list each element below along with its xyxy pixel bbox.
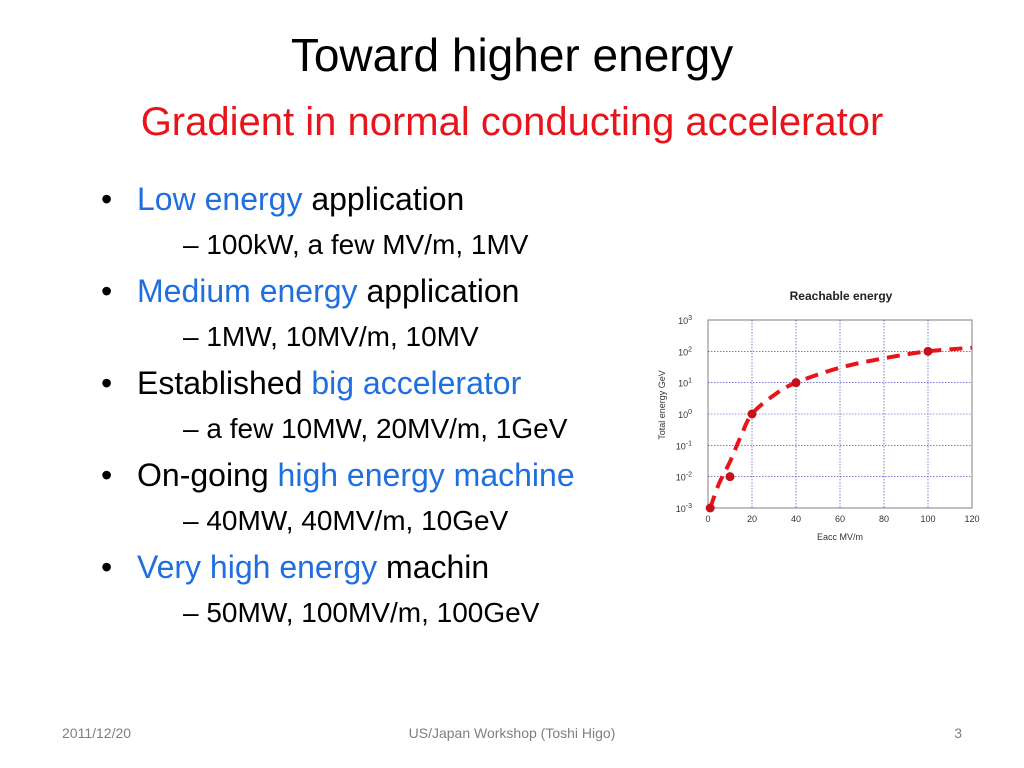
bullet-highlight: Low energy — [137, 181, 303, 217]
bullet-on-going: On-going high energy machine — [95, 452, 635, 498]
y-tick-labels: 103 102 101 100 10-1 10-2 10-3 — [676, 315, 692, 514]
y-axis-label: Total energy GeV — [657, 370, 667, 440]
chart-points-layer — [705, 346, 933, 513]
bullet-text: application — [357, 273, 520, 309]
footer-date: 2011/12/20 — [62, 725, 132, 741]
y-tick-label: 10-3 — [676, 503, 692, 514]
sub-bullet-low-energy: – 100kW, a few MV/m, 1MV — [95, 222, 635, 268]
sub-bullet-on-going: – 40MW, 40MV/m, 10GeV — [95, 498, 635, 544]
x-tick-label: 80 — [879, 514, 889, 524]
x-tick-label: 120 — [964, 514, 979, 524]
sub-bullet-text: 100kW, a few MV/m, 1MV — [206, 229, 529, 260]
chart-trend-layer — [708, 345, 973, 509]
footer-title: US/Japan Workshop (Toshi Higo) — [408, 725, 616, 741]
y-tick-label: 10-2 — [676, 472, 692, 483]
dash-marker: – — [183, 229, 199, 260]
x-tick-label: 40 — [791, 514, 801, 524]
sub-bullet-very-high-energy: – 50MW, 100MV/m, 100GeV — [95, 590, 635, 636]
bullet-very-high-energy: Very high energy machin — [95, 544, 635, 590]
x-tick-label: 100 — [920, 514, 935, 524]
bullet-prefix: On-going — [137, 457, 278, 493]
slide-subtitle: Gradient in normal conducting accelerato… — [140, 100, 884, 144]
bullet-text: application — [302, 181, 465, 217]
x-tick-labels: 0 20 40 60 80 100 120 — [705, 514, 979, 524]
sub-bullet-established: – a few 10MW, 20MV/m, 1GeV — [95, 406, 635, 452]
bullet-established: Established big accelerator — [95, 360, 635, 406]
dash-marker: – — [183, 413, 199, 444]
x-tick-label: 0 — [705, 514, 710, 524]
dash-marker: – — [183, 597, 199, 628]
trend-line — [708, 345, 973, 509]
dash-marker: – — [183, 321, 199, 352]
x-axis-label: Eacc MV/m — [817, 532, 863, 542]
bullet-prefix: Established — [137, 365, 312, 401]
x-tick-label: 20 — [747, 514, 757, 524]
chart-background — [650, 282, 990, 552]
reachable-energy-chart: Reachable energy 0 20 40 60 80 100 120 1031021… — [650, 282, 990, 552]
sub-bullet-text: a few 10MW, 20MV/m, 1GeV — [206, 413, 568, 444]
slide-title: Toward higher energy — [290, 29, 734, 81]
data-point — [791, 378, 801, 388]
data-point — [725, 472, 735, 482]
sub-bullet-text: 50MW, 100MV/m, 100GeV — [206, 597, 540, 628]
sub-bullet-text: 40MW, 40MV/m, 10GeV — [206, 505, 509, 536]
data-point — [705, 503, 715, 513]
data-point — [923, 346, 933, 356]
sub-bullet-medium-energy: – 1MW, 10MV/m, 10MV — [95, 314, 635, 360]
sub-bullet-text: 1MW, 10MV/m, 10MV — [206, 321, 479, 352]
bullet-highlight: high energy machine — [277, 457, 575, 493]
y-tick-label: 101 — [678, 378, 692, 389]
data-point — [747, 409, 757, 419]
y-tick-label: 103 — [678, 315, 692, 326]
dash-marker: – — [183, 505, 199, 536]
y-tick-label: 10-1 — [676, 440, 692, 451]
y-tick-label: 100 — [678, 409, 692, 420]
bullet-highlight: big accelerator — [311, 365, 522, 401]
bullet-low-energy: Low energy application — [95, 176, 635, 222]
bullet-highlight: Medium energy — [137, 273, 358, 309]
bullet-text: machin — [377, 549, 490, 585]
chart-title: Reachable energy — [790, 289, 893, 303]
x-tick-label: 60 — [835, 514, 845, 524]
footer-page-number: 3 — [954, 725, 962, 741]
bullet-medium-energy: Medium energy application — [95, 268, 635, 314]
bullet-list: Low energy application – 100kW, a few MV… — [95, 176, 635, 656]
bullet-highlight: Very high energy — [137, 549, 378, 585]
y-tick-label: 102 — [678, 346, 692, 357]
